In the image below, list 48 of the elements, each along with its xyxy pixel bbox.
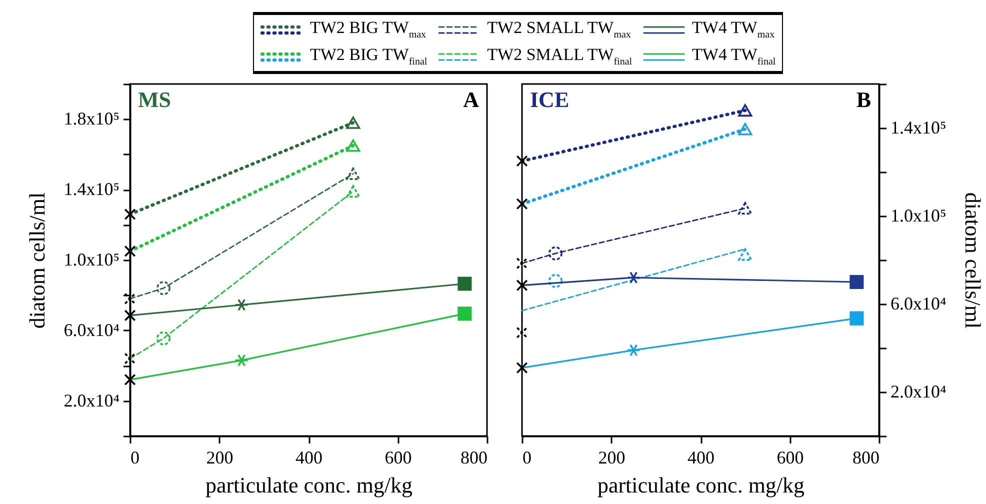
- x-axis-title: particulate conc. mg/kg: [205, 472, 413, 498]
- point: [234, 354, 249, 367]
- point: [458, 306, 472, 321]
- x-tick-label: 0: [130, 448, 140, 468]
- y2-tick-label: 1.4x10⁵: [890, 118, 946, 138]
- x-tick-label: 400: [688, 448, 714, 468]
- y2-axis-title: diatom cells/ml: [960, 192, 986, 329]
- point: [156, 331, 170, 346]
- point: [548, 274, 562, 288]
- x-tick-label: 800: [460, 448, 488, 468]
- point: [738, 202, 752, 215]
- annotation: B: [856, 87, 872, 112]
- x-tick-label: 800: [852, 448, 880, 468]
- y-tick-label: 1.8x10⁵: [64, 108, 120, 129]
- legend-label: TW4 TW$_{final}$: [692, 45, 776, 68]
- x-axis-title: particulate conc. mg/kg: [597, 472, 805, 498]
- y-tick-label: 1.4x10⁵: [64, 179, 120, 200]
- y2-tick-label: 6.0x10⁴: [890, 294, 946, 314]
- x-tick-label: 600: [384, 448, 412, 468]
- chart-title: ICE: [530, 87, 570, 112]
- x-tick-label: 400: [296, 448, 322, 468]
- legend-label: TW2 SMALL TW$_{final}$: [487, 45, 632, 68]
- chart-title: MS: [138, 87, 171, 112]
- y-tick-label: 1.0x10⁵: [64, 250, 120, 270]
- legend-label: TW2 BIG TW$_{final}$: [310, 45, 428, 68]
- y2-tick-label: 1.0x10⁵: [890, 206, 946, 226]
- point: [738, 248, 752, 261]
- y-tick-label: 2.0x10⁴: [64, 390, 120, 410]
- point: [850, 274, 864, 290]
- legend-label: TW2 BIG TW$_{max}$: [310, 18, 426, 41]
- y-axis-title: diatom cells/ml: [24, 192, 50, 329]
- point: [548, 246, 562, 260]
- x-tick-label: 200: [598, 448, 626, 468]
- legend-label: TW2 SMALL TW$_{max}$: [487, 18, 631, 41]
- point: [156, 281, 170, 296]
- y2-tick-label: 2.0x10⁴: [890, 382, 946, 402]
- point: [850, 311, 864, 326]
- point: [346, 185, 360, 198]
- x-tick-label: 600: [776, 448, 804, 468]
- point: [626, 271, 641, 284]
- point: [346, 168, 360, 180]
- annotation: A: [463, 87, 480, 112]
- legend-label: TW4 TW$_{max}$: [692, 18, 775, 41]
- x-tick-label: 200: [206, 448, 234, 468]
- y-tick-label: 6.0x10⁴: [64, 320, 120, 340]
- x-tick-label: 0: [522, 448, 532, 468]
- point: [458, 276, 472, 291]
- point: [626, 344, 641, 356]
